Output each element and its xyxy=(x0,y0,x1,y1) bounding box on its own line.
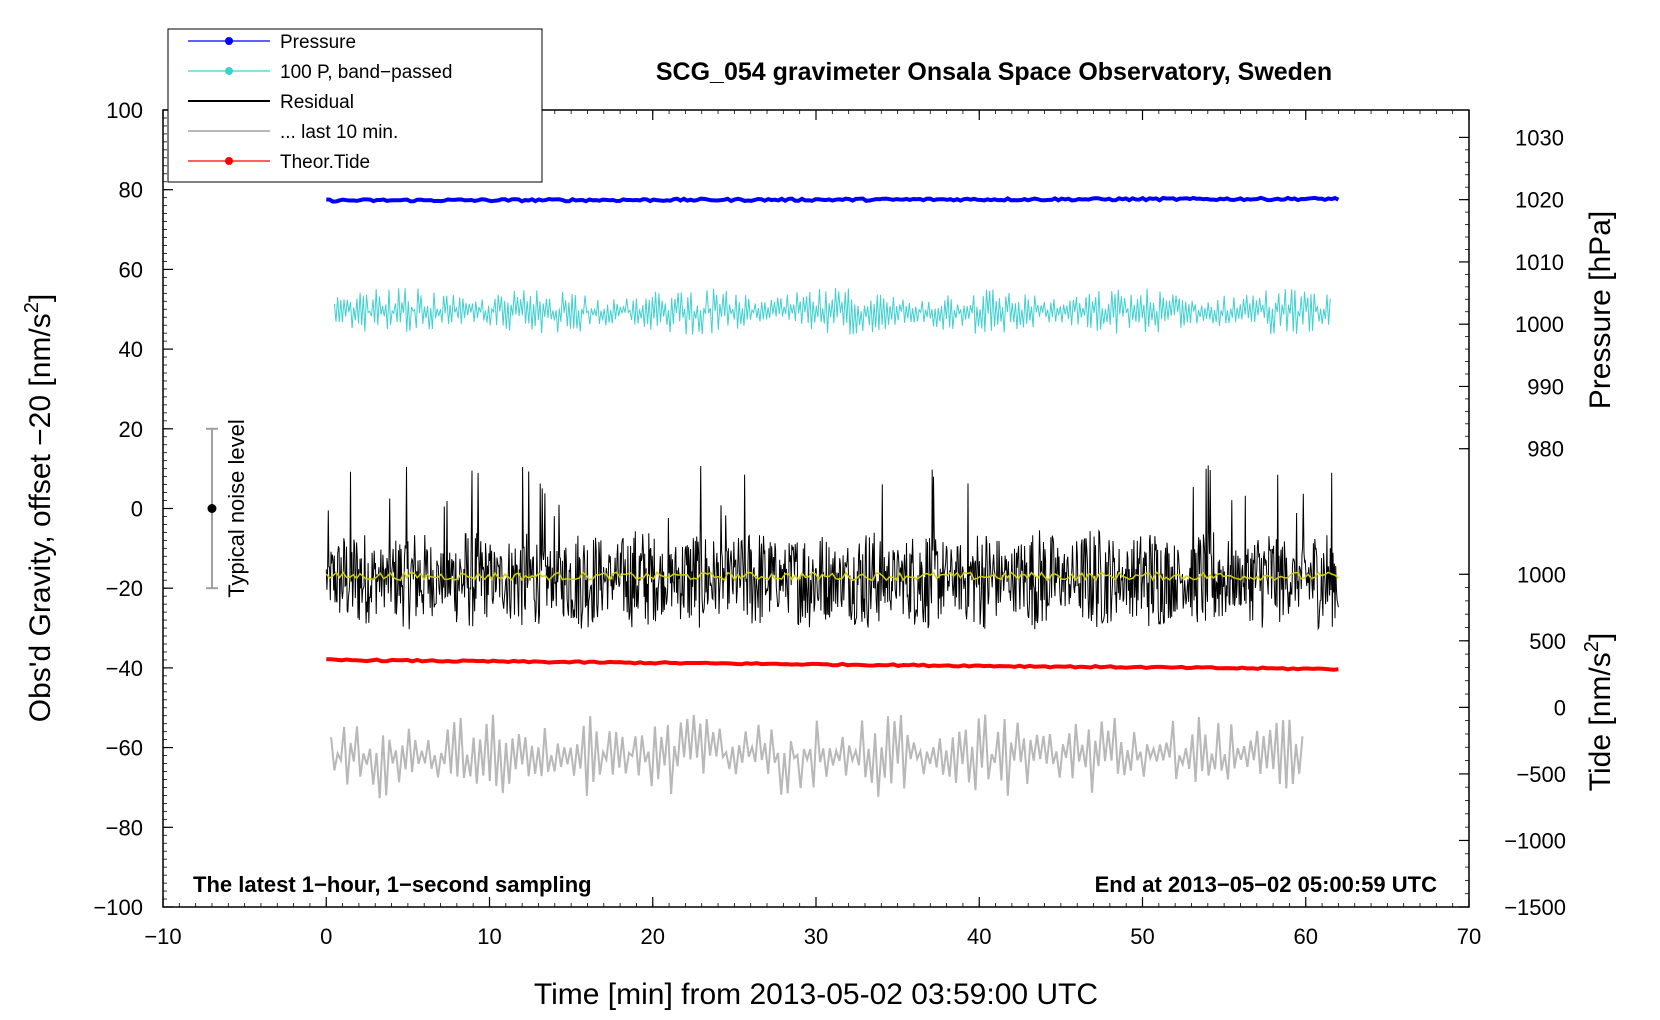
legend-label: Pressure xyxy=(280,32,356,53)
y-tick-label: 60 xyxy=(119,257,143,282)
legend: Pressure 100 P, band−passed Residual ... la… xyxy=(167,28,543,183)
legend-label: Residual xyxy=(280,92,354,113)
legend-box xyxy=(167,28,543,183)
series-layer xyxy=(325,195,1340,799)
y-tick-labels: −100 −80 −60 −40 −20 0 20 40 60 80 100 xyxy=(93,98,143,920)
tide-tick-label: 0 xyxy=(1554,695,1566,720)
plot-frame xyxy=(162,109,1470,908)
legend-marker xyxy=(225,157,233,165)
pressure-tick-label: 1000 xyxy=(1515,312,1564,337)
y-tick-label: −60 xyxy=(106,736,143,761)
x-tick-label: 70 xyxy=(1457,924,1481,949)
legend-marker xyxy=(225,37,233,45)
x-tick-labels: −10 0 10 20 30 40 50 60 70 xyxy=(144,924,1481,949)
legend-label: Theor.Tide xyxy=(280,152,370,173)
y-tick-label: −100 xyxy=(93,895,143,920)
series-residual-mean xyxy=(325,571,1339,582)
noise-bar-center-dot xyxy=(207,504,217,513)
x-tick-label: 10 xyxy=(477,924,501,949)
pressure-tick-label: 980 xyxy=(1527,437,1564,462)
y-tick-label: 0 xyxy=(131,497,143,522)
tide-tick-labels: −1500 −1000 −500 0 500 1000 xyxy=(1504,562,1566,920)
y-axis-label-pressure: Pressure [hPa] xyxy=(1584,211,1617,409)
pressure-tick-label: 1030 xyxy=(1515,125,1564,150)
tide-tick-label: 1000 xyxy=(1517,562,1566,587)
tide-tick-label: −1500 xyxy=(1504,895,1566,920)
x-tick-label: 20 xyxy=(641,924,665,949)
pressure-tick-label: 1010 xyxy=(1515,250,1564,275)
noise-level-label: Typical noise level xyxy=(224,419,249,598)
y-tick-label: 100 xyxy=(106,98,143,123)
tide-tick-label: −500 xyxy=(1516,762,1566,787)
typical-noise-bar xyxy=(205,427,218,590)
x-tick-label: 60 xyxy=(1294,924,1318,949)
pressure-tick-labels: 980 990 1000 1010 1020 1030 xyxy=(1515,125,1564,461)
chart-title: SCG_054 gravimeter Onsala Space Observat… xyxy=(656,58,1332,86)
x-tick-label: 30 xyxy=(804,924,828,949)
pressure-tick-label: 1020 xyxy=(1515,188,1564,213)
series-pressure xyxy=(326,195,1340,204)
legend-marker xyxy=(225,67,233,75)
tide-tick-label: −1000 xyxy=(1504,828,1566,853)
legend-label: 100 P, band−passed xyxy=(280,62,452,83)
y-tick-label: −80 xyxy=(106,815,143,840)
series-residual xyxy=(325,465,1339,631)
y-tick-label: 20 xyxy=(119,417,143,442)
pressure-tick-label: 990 xyxy=(1527,374,1564,399)
x-tick-label: 50 xyxy=(1130,924,1154,949)
y-tick-label: 40 xyxy=(119,337,143,362)
series-theor-tide xyxy=(326,657,1339,672)
y-tick-label: −40 xyxy=(106,656,143,681)
x-axis-label: Time [min] from 2013-05-02 03:59:00 UTC xyxy=(534,978,1098,1011)
x-tick-label: 0 xyxy=(320,924,332,949)
x-tick-label: −10 xyxy=(144,924,181,949)
legend-label: ... last 10 min. xyxy=(280,122,398,143)
y-tick-label: −20 xyxy=(106,576,143,601)
y-axis-label-tide: Tide [nm/s2] xyxy=(1581,633,1617,791)
series-last-10-min xyxy=(330,714,1304,799)
x-tick-label: 40 xyxy=(967,924,991,949)
tide-tick-label: 500 xyxy=(1529,629,1566,654)
y-axis-label-left: Obs'd Gravity, offset −20 [nm/s2] xyxy=(21,294,57,722)
annotation-bottom-left: The latest 1−hour, 1−second sampling xyxy=(193,872,592,897)
y-tick-label: 80 xyxy=(119,178,143,203)
annotation-bottom-right: End at 2013−05−02 05:00:59 UTC xyxy=(1095,872,1438,897)
tick-marks xyxy=(162,109,1470,908)
series-band-passed xyxy=(333,287,1331,335)
